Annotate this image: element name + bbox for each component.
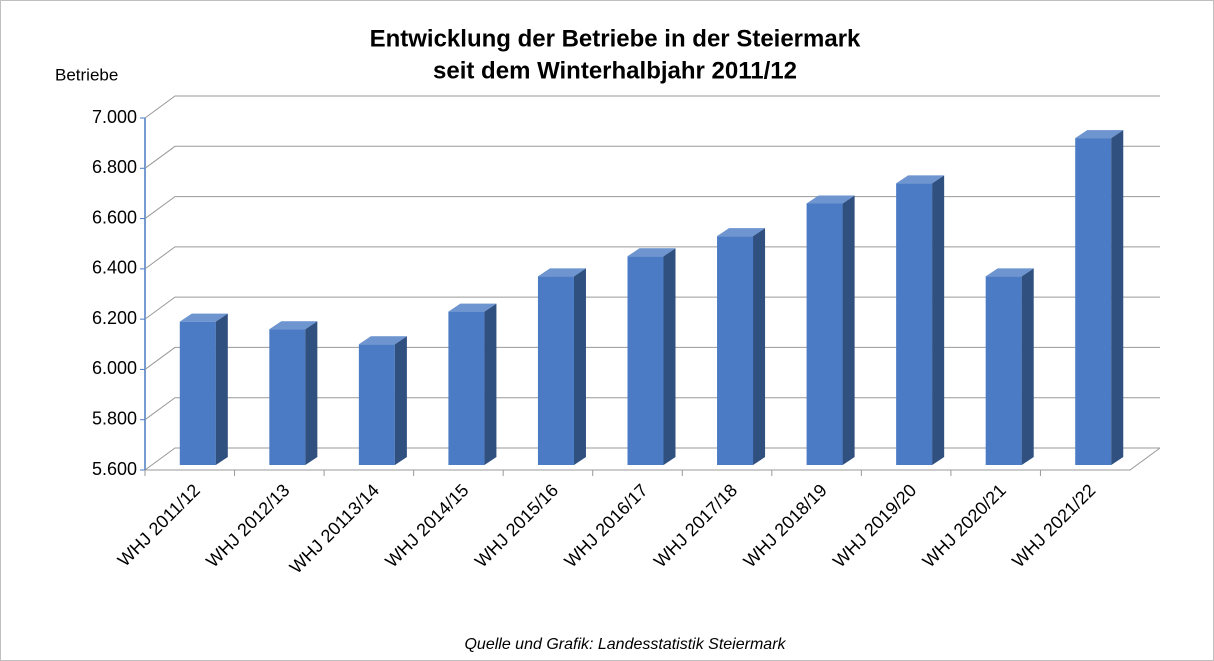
bar-front <box>358 344 395 465</box>
bar-side-shade <box>753 228 766 465</box>
bar-side <box>215 313 228 465</box>
bar <box>179 313 228 465</box>
bar-top-shade <box>806 195 855 204</box>
bar-side-shade <box>305 321 318 465</box>
y-tick-label: 6.400 <box>92 258 137 278</box>
floor <box>145 447 1161 471</box>
bar-front <box>806 203 843 465</box>
bar-side-shade <box>215 313 228 465</box>
bar-side-shade <box>1111 130 1124 465</box>
bar-side-shade <box>573 268 586 465</box>
bar-top-shade <box>627 248 676 257</box>
bar <box>448 303 497 465</box>
bar-top <box>896 175 945 184</box>
grid-line <box>144 95 1160 119</box>
bar-top-shade <box>1075 130 1124 139</box>
bar-front <box>179 321 216 465</box>
bar-front <box>896 183 933 465</box>
y-tick-label: 7.000 <box>92 107 137 127</box>
bar <box>1075 130 1124 465</box>
bar-top <box>627 248 676 257</box>
bar-front <box>985 276 1022 465</box>
bar-front <box>627 256 664 465</box>
bar-side-shade <box>842 195 855 465</box>
bar-front <box>537 276 574 465</box>
bar-top <box>448 303 497 312</box>
bar <box>806 195 855 465</box>
bar-side <box>663 248 676 465</box>
bar-side <box>1111 130 1124 465</box>
bar-front <box>448 311 485 465</box>
chart-title: Entwicklung der Betriebe in der Steierma… <box>370 25 861 52</box>
bar-side-shade <box>484 303 497 465</box>
bar-top-shade <box>358 336 407 345</box>
bar-side <box>842 195 855 465</box>
bar <box>896 175 945 465</box>
bar-side <box>753 228 766 465</box>
bar-top-shade <box>537 268 586 277</box>
source-note: Quelle und Grafik: Landesstatistik Steie… <box>464 636 786 653</box>
bar-side-shade <box>394 336 407 465</box>
bar-side <box>932 175 945 465</box>
bar-top <box>985 268 1034 277</box>
bar-top <box>1075 130 1124 139</box>
bar-top <box>358 336 407 345</box>
bar-side <box>573 268 586 465</box>
bar-side-shade <box>663 248 676 465</box>
bar-side-shade <box>932 175 945 465</box>
grid-line <box>144 145 1160 169</box>
bar <box>537 268 586 465</box>
bar <box>269 321 318 465</box>
y-tick-label: 6.600 <box>92 207 137 227</box>
bar-side <box>394 336 407 465</box>
bar <box>358 336 407 465</box>
bar-top <box>806 195 855 204</box>
bar-side <box>1021 268 1034 465</box>
bar-top-shade <box>896 175 945 184</box>
y-tick-label: 5.600 <box>92 459 137 479</box>
y-axis-label: Betriebe <box>55 65 118 84</box>
bar-side <box>305 321 318 465</box>
chart-subtitle: seit dem Winterhalbjahr 2011/12 <box>433 57 797 84</box>
bar-top-shade <box>717 228 766 237</box>
bar-top-shade <box>179 313 228 322</box>
bar-front <box>269 329 306 465</box>
bar-top <box>537 268 586 277</box>
y-tick-label: 6.800 <box>92 157 137 177</box>
y-tick-label: 6.000 <box>92 358 137 378</box>
bar-side <box>484 303 497 465</box>
bar-top <box>179 313 228 322</box>
bar-top-shade <box>985 268 1034 277</box>
bar-front <box>717 236 754 465</box>
y-tick-label: 6.200 <box>92 308 137 328</box>
bar-front <box>1075 138 1112 465</box>
bar-top <box>269 321 318 330</box>
bar-top-shade <box>269 321 318 330</box>
bar <box>627 248 676 465</box>
bar-side-shade <box>1021 268 1034 465</box>
bar <box>985 268 1034 465</box>
bar <box>717 228 766 465</box>
bar-top-shade <box>448 303 497 312</box>
y-tick-label: 5.800 <box>92 408 137 428</box>
bar-top <box>717 228 766 237</box>
